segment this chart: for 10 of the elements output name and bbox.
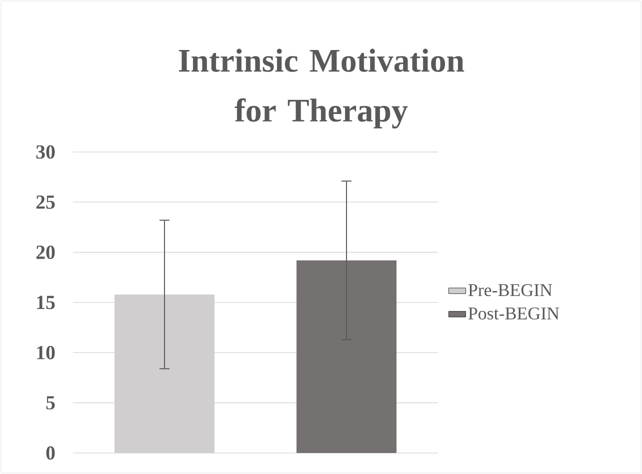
y-tick-label: 20 bbox=[36, 246, 55, 260]
y-tick-label: 0 bbox=[46, 446, 55, 460]
y-tick-label: 15 bbox=[37, 296, 55, 310]
chart-title: Intrinsic Motivation for Therapy bbox=[178, 48, 464, 128]
y-tick-label: 5 bbox=[46, 396, 55, 410]
legend-label: Pre-BEGIN bbox=[468, 284, 552, 296]
y-tick-label: 25 bbox=[36, 195, 55, 209]
y-tick-label: 30 bbox=[36, 145, 55, 159]
y-tick-label: 10 bbox=[37, 346, 55, 360]
legend-label: Post-BEGIN bbox=[468, 307, 560, 320]
